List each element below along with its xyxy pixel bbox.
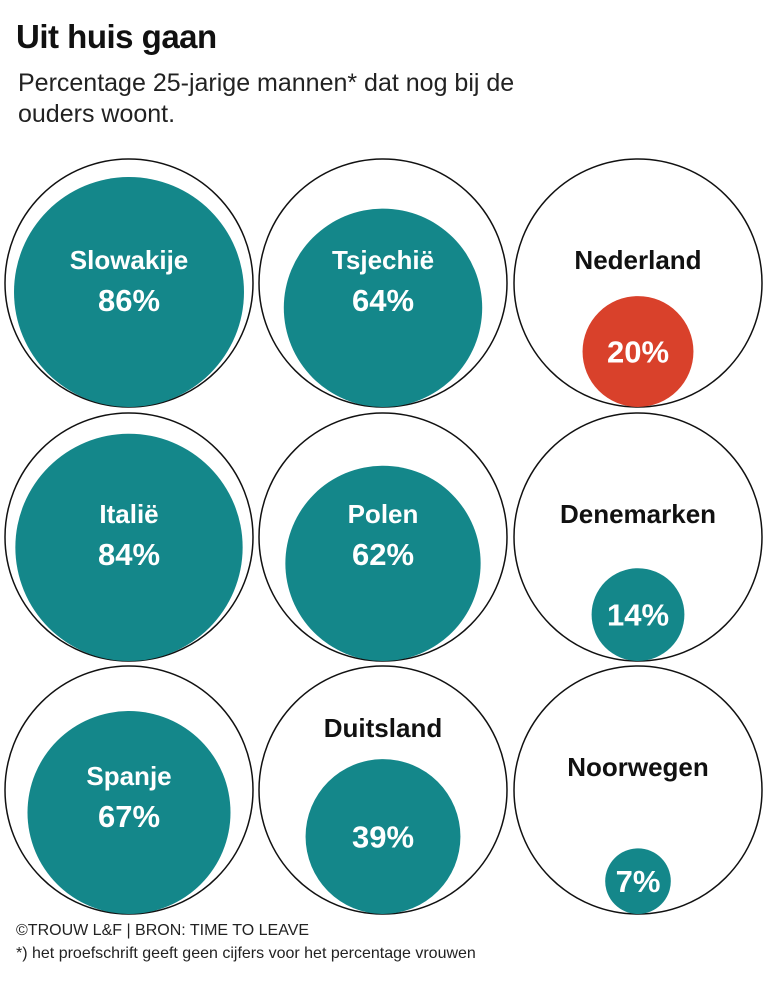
value-circle [285, 465, 481, 661]
value-circle [14, 177, 244, 407]
value-label: 67% [98, 799, 160, 834]
value-label: 64% [352, 283, 414, 318]
country-label: Spanje [86, 761, 171, 791]
value-label: 20% [607, 335, 669, 370]
value-circle [605, 848, 671, 914]
outer-circle [513, 158, 763, 408]
country-label: Nederland [574, 245, 701, 275]
value-circle [283, 208, 483, 407]
value-label: 39% [352, 820, 414, 855]
value-label: 84% [98, 537, 160, 572]
value-circle [305, 759, 461, 914]
country-label: Duitsland [324, 713, 442, 743]
country-label: Slowakije [70, 245, 189, 275]
country-label: Italië [99, 499, 158, 529]
chart-subtitle: Percentage 25-jarige mannen* dat nog bij… [18, 69, 515, 128]
country-label: Tsjechië [332, 245, 434, 275]
value-label: 86% [98, 283, 160, 318]
value-circle [27, 711, 231, 915]
value-label: 62% [352, 537, 414, 572]
country-label: Noorwegen [567, 752, 709, 782]
footnote: *) het proefschrift geeft geen cijfers v… [16, 945, 476, 962]
value-circle [15, 433, 243, 661]
country-label: Polen [348, 499, 419, 529]
chart-title: Uit huis gaan [16, 18, 217, 55]
country-label: Denemarken [560, 499, 716, 529]
value-label: 14% [607, 598, 669, 633]
value-circle [591, 568, 685, 661]
source-credit: ©TROUW L&F | BRON: TIME TO LEAVE [16, 922, 310, 939]
value-circle [582, 296, 694, 407]
value-label: 7% [616, 864, 661, 899]
